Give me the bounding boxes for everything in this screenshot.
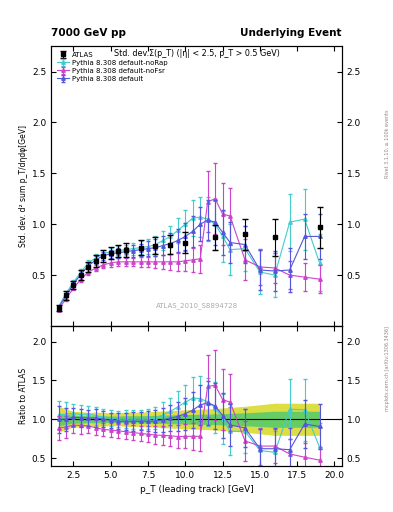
Text: ATLAS_2010_S8894728: ATLAS_2010_S8894728	[156, 303, 237, 309]
Text: Underlying Event: Underlying Event	[241, 28, 342, 38]
Text: mcplots.cern.ch [arXiv:1306.3436]: mcplots.cern.ch [arXiv:1306.3436]	[385, 326, 390, 411]
Text: 7000 GeV pp: 7000 GeV pp	[51, 28, 126, 38]
Y-axis label: Ratio to ATLAS: Ratio to ATLAS	[19, 368, 28, 424]
Y-axis label: Std. dev. d² sum p_T/dηdφ[GeV]: Std. dev. d² sum p_T/dηdφ[GeV]	[19, 125, 28, 247]
Text: Rivet 3.1.10, ≥ 100k events: Rivet 3.1.10, ≥ 100k events	[385, 109, 390, 178]
Text: Std. dev.Σ(p_T) (|η| < 2.5, p_T > 0.5 GeV): Std. dev.Σ(p_T) (|η| < 2.5, p_T > 0.5 Ge…	[114, 49, 279, 58]
Legend: ATLAS, Pythia 8.308 default-noRap, Pythia 8.308 default-noFsr, Pythia 8.308 defa: ATLAS, Pythia 8.308 default-noRap, Pythi…	[54, 49, 171, 84]
X-axis label: p_T (leading track) [GeV]: p_T (leading track) [GeV]	[140, 485, 253, 495]
